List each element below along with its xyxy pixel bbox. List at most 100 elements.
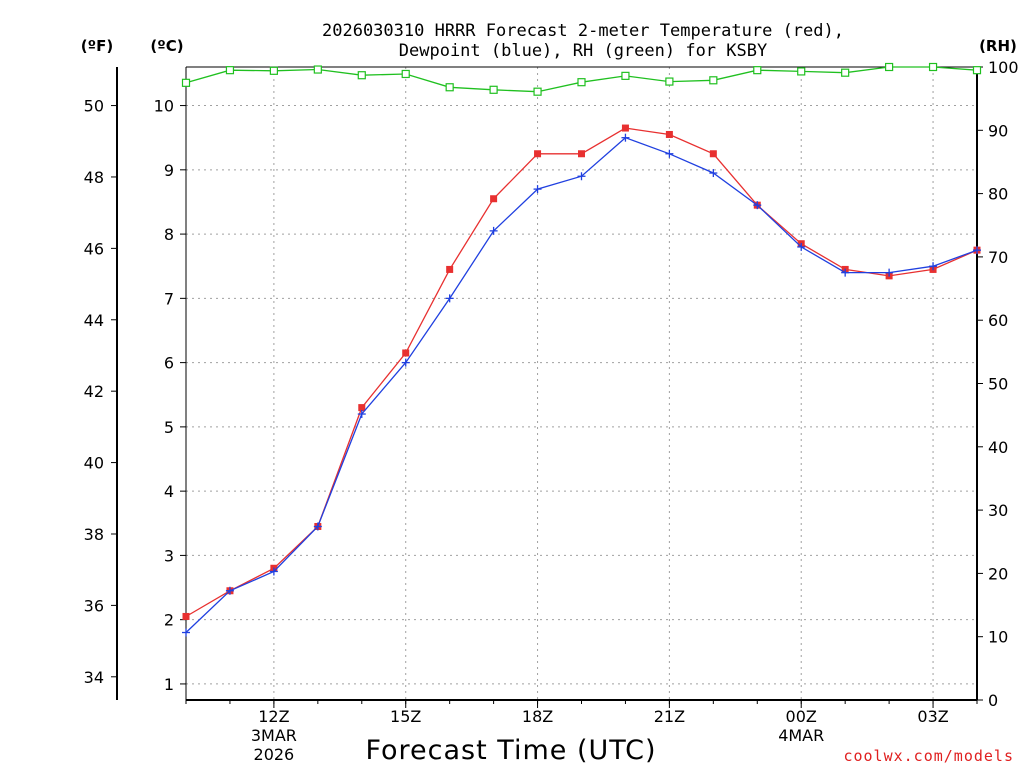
celsius-tick-label: 6 <box>164 354 174 373</box>
x-axis-label: Forecast Time (UTC) <box>365 735 656 766</box>
fahrenheit-unit-label: (ºF) <box>81 37 113 55</box>
data-point-dewpoint <box>973 246 981 255</box>
x-tick-label: 00Z <box>786 707 817 726</box>
data-point-temperature <box>621 124 629 132</box>
fahrenheit-tick-label: 34 <box>84 668 104 687</box>
data-point-dewpoint <box>445 294 454 303</box>
rh-tick-label: 30 <box>988 501 1008 520</box>
data-point-temperature <box>182 612 190 620</box>
data-point-rh <box>181 78 191 87</box>
data-point-rh <box>841 68 850 77</box>
data-point-rh <box>357 71 366 80</box>
data-point-dewpoint <box>357 410 366 419</box>
data-point-rh <box>225 66 235 75</box>
fahrenheit-tick-label: 48 <box>84 168 104 187</box>
rh-tick-label: 50 <box>988 375 1008 394</box>
rh-tick-label: 80 <box>988 185 1008 204</box>
x-tick-label: 15Z <box>390 707 421 726</box>
rh-tick-label: 40 <box>988 438 1008 457</box>
series-dewpoint <box>182 133 981 637</box>
x-tick-label: 21Z <box>654 707 685 726</box>
rh-tick-label: 60 <box>988 311 1008 330</box>
celsius-tick-label: 3 <box>164 546 174 565</box>
data-point-temperature <box>665 130 673 138</box>
series-temperature <box>182 124 981 620</box>
celsius-unit-label: (ºC) <box>150 37 183 55</box>
data-point-temperature <box>534 150 542 158</box>
axes: 1234567891034363840424446485001020304050… <box>84 58 1019 764</box>
credit-label: coolwx.com/models <box>843 747 1014 765</box>
data-point-temperature <box>709 150 717 158</box>
x-date-label: 3MAR <box>251 726 297 745</box>
data-point-rh <box>885 62 894 72</box>
data-point-temperature <box>578 150 585 158</box>
data-point-rh <box>577 78 586 87</box>
data-point-dewpoint <box>401 358 410 367</box>
data-point-rh <box>621 71 630 80</box>
rh-unit-label: (RH) <box>979 37 1017 55</box>
data-point-rh <box>928 62 938 72</box>
celsius-tick-label: 1 <box>164 675 174 694</box>
data-point-dewpoint <box>665 149 674 158</box>
data-point-dewpoint <box>797 242 806 251</box>
x-tick-label: 18Z <box>522 707 553 726</box>
data-point-dewpoint <box>533 185 542 194</box>
data-point-rh <box>533 87 542 96</box>
data-point-dewpoint <box>753 201 762 210</box>
celsius-tick-label: 9 <box>164 161 174 180</box>
data-point-dewpoint <box>885 268 894 277</box>
data-point-dewpoint <box>225 586 234 595</box>
data-point-rh <box>445 83 454 92</box>
fahrenheit-tick-label: 38 <box>84 525 104 544</box>
data-point-rh <box>401 69 410 79</box>
data-point-dewpoint <box>929 262 938 271</box>
data-point-temperature <box>358 404 366 412</box>
rh-tick-label: 0 <box>988 691 998 710</box>
data-point-dewpoint <box>182 628 190 637</box>
data-point-dewpoint <box>313 522 322 531</box>
celsius-tick-label: 4 <box>164 482 174 501</box>
data-point-dewpoint <box>577 172 586 181</box>
data-point-rh <box>489 85 498 94</box>
rh-tick-label: 100 <box>988 58 1019 77</box>
data-point-dewpoint <box>489 226 498 235</box>
data-point-dewpoint <box>621 133 630 142</box>
data-point-rh <box>269 66 278 75</box>
rh-tick-label: 20 <box>988 564 1008 583</box>
celsius-tick-label: 2 <box>164 611 174 630</box>
data-point-rh <box>665 77 674 86</box>
celsius-tick-label: 7 <box>164 289 174 308</box>
fahrenheit-tick-label: 50 <box>84 97 104 116</box>
rh-tick-label: 10 <box>988 628 1008 647</box>
fahrenheit-tick-label: 42 <box>84 382 104 401</box>
data-point-temperature <box>446 265 454 273</box>
x-tick-label: 03Z <box>917 707 948 726</box>
data-point-rh <box>753 66 762 75</box>
series-line-temperature <box>185 127 978 618</box>
celsius-tick-label: 8 <box>164 225 174 244</box>
rh-tick-label: 70 <box>988 248 1008 267</box>
data-point-rh <box>709 76 718 85</box>
series-rh <box>181 62 982 96</box>
data-point-rh <box>797 67 806 76</box>
data-point-rh <box>313 65 322 74</box>
gridlines <box>186 67 977 700</box>
data-point-dewpoint <box>709 169 718 178</box>
data-point-rh <box>972 66 982 75</box>
fahrenheit-tick-label: 40 <box>84 454 104 473</box>
fahrenheit-tick-label: 44 <box>84 311 104 330</box>
chart-title-line1: 2026030310 HRRR Forecast 2-meter Tempera… <box>322 21 844 41</box>
data-point-dewpoint <box>269 567 278 576</box>
series-line-dewpoint <box>185 136 978 633</box>
data-point-temperature <box>402 349 410 357</box>
rh-tick-label: 90 <box>988 121 1008 140</box>
celsius-tick-label: 10 <box>154 97 174 116</box>
x-date-label: 4MAR <box>778 726 824 745</box>
celsius-tick-label: 5 <box>164 418 174 437</box>
data-point-temperature <box>490 195 498 203</box>
x-year-label: 2026 <box>254 745 295 764</box>
fahrenheit-tick-label: 36 <box>84 596 104 615</box>
data-point-dewpoint <box>841 268 850 277</box>
data-series <box>181 62 982 637</box>
